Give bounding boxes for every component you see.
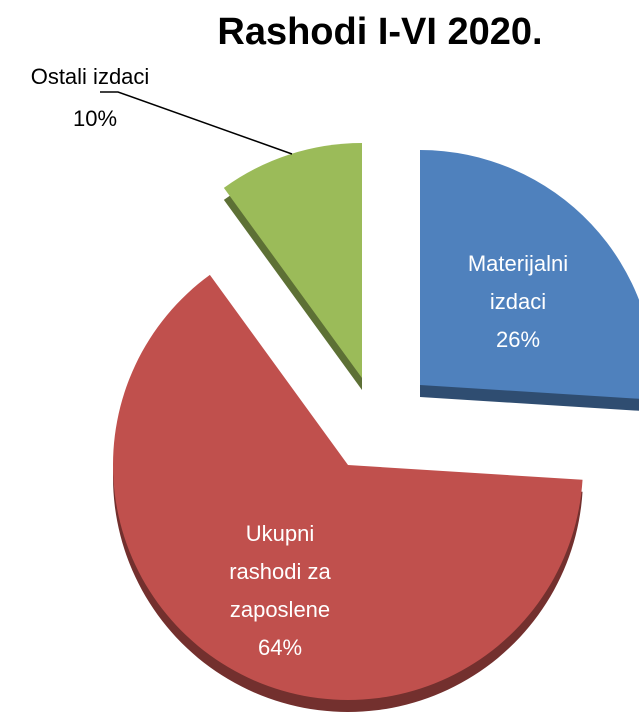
chart-title: Rashodi I-VI 2020. [217,11,542,53]
slice-label: Ukupni rashodi za zaposlene [229,521,331,622]
value-label: 64% [258,635,302,660]
slice-label: Ostali izdaci [31,64,150,89]
slice [223,143,362,378]
slice-label-line: rashodi za [229,559,331,584]
slice [420,150,639,399]
leader-line [100,91,293,155]
slice-label-line: Materijalni [468,251,568,276]
value-label: 10% [73,106,117,131]
slice-label-line: Ostali izdaci [31,64,150,89]
value-label: 26% [496,327,540,352]
slice [112,274,583,700]
slice-label-line: zaposlene [230,597,330,622]
slice-label: Materijalni izdaci [468,251,568,314]
slice-label-line: Ukupni [246,521,314,546]
slice-label-line: izdaci [490,289,546,314]
